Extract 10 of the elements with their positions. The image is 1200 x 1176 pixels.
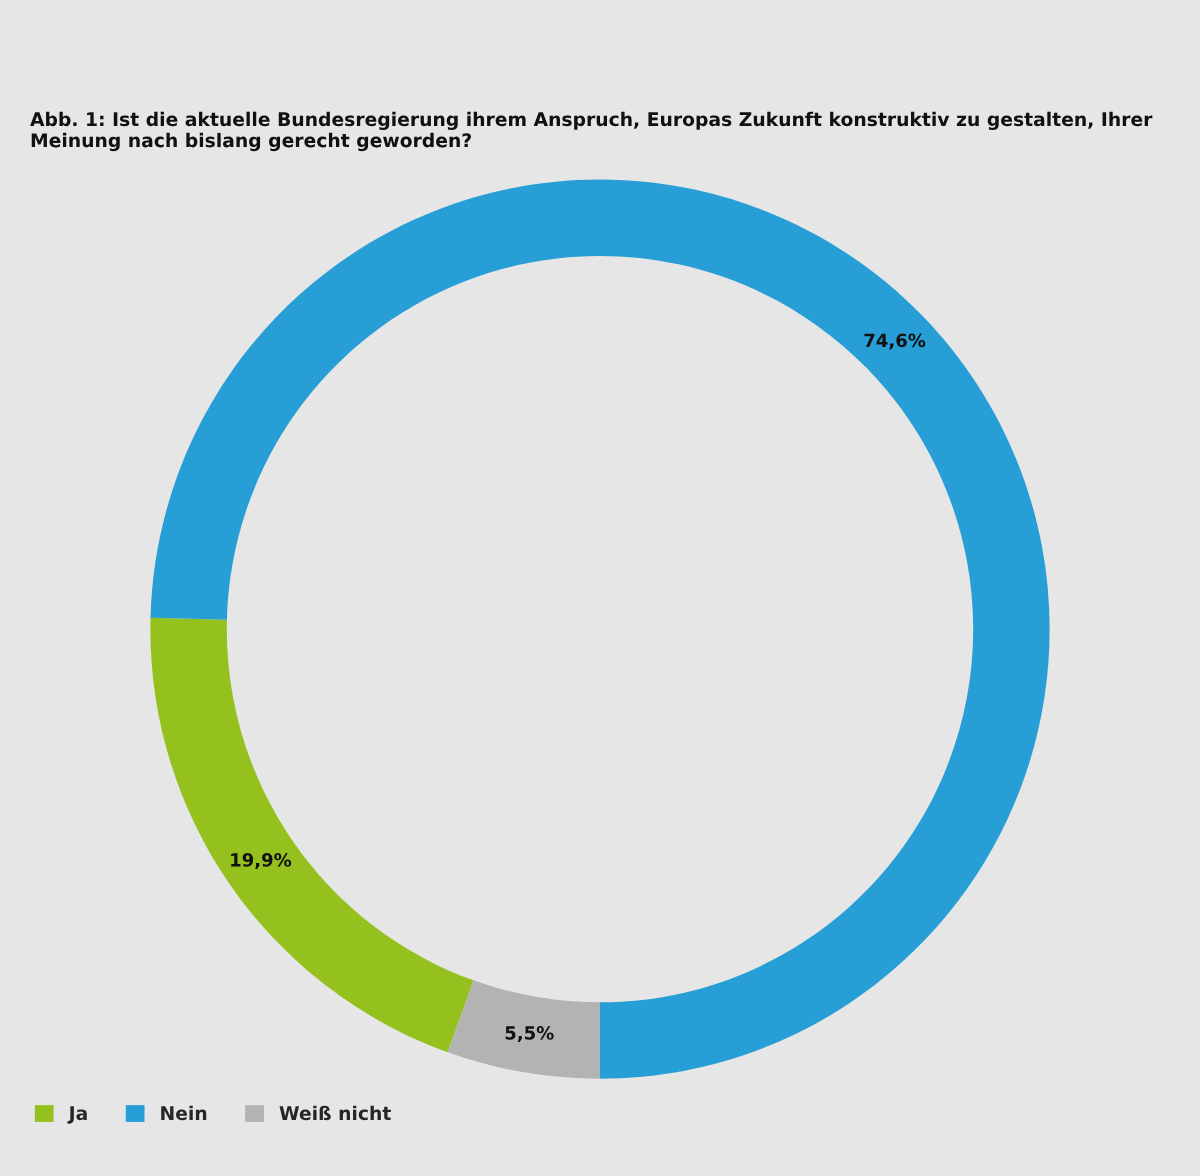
donut-slice — [447, 980, 600, 1079]
data-label: 74,6% — [864, 333, 926, 350]
data-label: 19,9% — [231, 853, 292, 870]
legend-label: Weiß nicht — [279, 1105, 391, 1121]
donut-slice — [150, 617, 474, 1053]
chart-title: Abb. 1: Ist die aktuelle Bundesregierung ihrem Anspruch, Europas Zukunft konstruktiv zu gestalten, Ihrer Meinung nach bislang gerecht geworden? — [30, 111, 1153, 152]
donut-slice — [150, 179, 1050, 1079]
legend-label: Nein — [161, 1105, 207, 1121]
legend-label: Ja — [67, 1106, 87, 1124]
data-label: 5,5% — [505, 1026, 554, 1043]
